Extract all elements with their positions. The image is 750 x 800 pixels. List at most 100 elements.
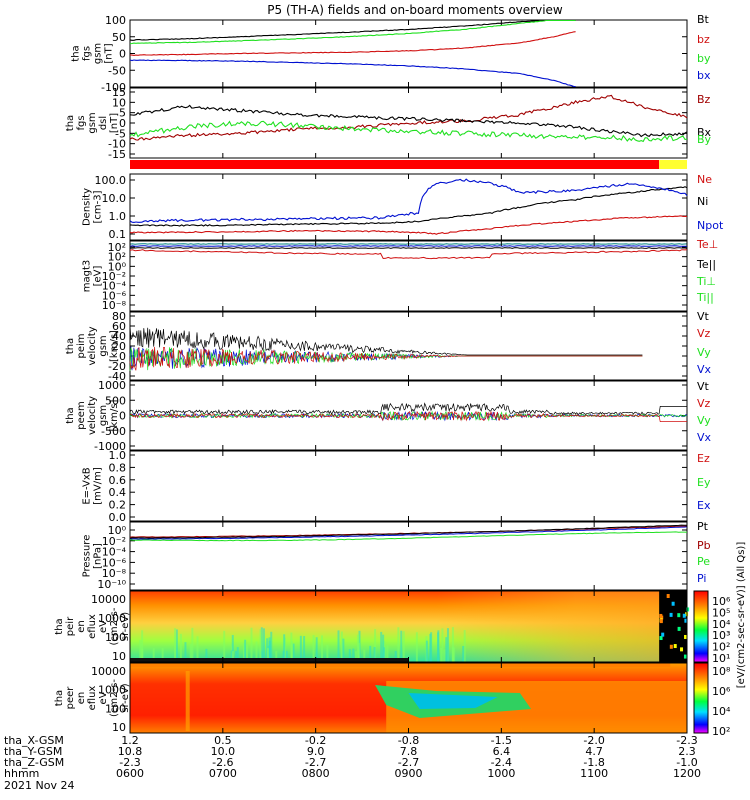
y-axis-label-line: fgs <box>76 115 87 130</box>
spectrogram-speckle <box>312 635 315 662</box>
y-axis-label-line: eV <box>98 620 109 633</box>
series-line-Bz <box>129 94 688 141</box>
y-axis-label-line: velocity <box>87 396 98 435</box>
spectrogram-speckle <box>290 632 293 662</box>
footer-value: 10.0 <box>211 745 236 758</box>
quality-bar <box>130 160 660 169</box>
y-axis-label-line: sr-eV) <box>120 683 131 712</box>
spectrogram-speckle <box>669 644 673 649</box>
spectrogram-speckle <box>175 629 178 662</box>
spectrogram-speckle <box>266 648 269 662</box>
spectrogram-speckle <box>440 647 443 662</box>
spectrogram-speckle <box>245 644 248 662</box>
spectrogram-speckle <box>441 628 444 662</box>
y-axis-label-line: eflux <box>87 614 98 639</box>
spectrogram-speckle <box>270 631 273 662</box>
footer-value: -0.8 <box>398 734 419 747</box>
y-tick-label: 1.0 <box>109 449 127 462</box>
y-tick-label: 10⁰ <box>108 524 127 537</box>
velocity-trace-3 <box>129 325 643 356</box>
legend-entry: Pe <box>697 555 710 568</box>
footer-value: 0600 <box>116 767 144 780</box>
colorbar-tick-label: 10³ <box>712 629 730 642</box>
spectrogram-speckle <box>174 628 177 662</box>
spectrogram-speckle <box>255 641 258 662</box>
spectrogram-speckle <box>196 636 199 662</box>
footer-value: 0900 <box>395 767 423 780</box>
y-tick-label: -15 <box>108 148 126 161</box>
footer-row-label: 2021 Nov 24 <box>4 779 74 792</box>
spectrogram-speckle <box>342 638 345 662</box>
y-tick-label: 1000 <box>98 612 126 625</box>
y-tick-label: 100.0 <box>95 174 127 187</box>
y-tick-label: 10000 <box>91 593 126 606</box>
y-tick-label: 10⁻⁶ <box>102 556 127 569</box>
spectrogram-speckle <box>244 639 247 662</box>
y-tick-label: -10 <box>108 138 126 151</box>
y-tick-label: 0.0 <box>109 511 127 524</box>
spectrogram-speckle <box>671 601 675 606</box>
y-tick-label: 10⁻² <box>102 535 126 548</box>
y-axis-label-line: [nT] <box>104 43 115 63</box>
spectrogram-band <box>130 658 409 662</box>
y-tick-label: -20 <box>108 360 126 373</box>
spectrogram-speckle <box>380 631 383 662</box>
spectrogram-speckle <box>659 619 663 624</box>
footer-value: 1100 <box>580 767 608 780</box>
panel-frame-2 <box>129 173 688 241</box>
spectrogram-speckle <box>369 645 372 662</box>
legend-entry: Vz <box>697 397 711 410</box>
legend-entry: Ti|| <box>696 291 714 304</box>
y-tick-label: 0.4 <box>109 486 127 499</box>
spectrogram-speckle <box>453 647 456 662</box>
legend-entry: Bt <box>697 13 710 26</box>
y-axis-label-line: tha <box>65 115 76 131</box>
temperature-line-2 <box>129 247 688 249</box>
legend-entry: Pi <box>697 572 706 585</box>
spectrogram-speckle <box>268 640 271 662</box>
series-line-bz <box>129 31 576 56</box>
y-axis-label-line: gsm <box>98 335 109 356</box>
spectrogram-speckle <box>680 647 684 652</box>
spectrogram-speckle <box>669 612 673 617</box>
spectrogram-speckle <box>152 648 155 662</box>
spectrogram-speckle <box>292 643 295 662</box>
y-axis-label-line: en <box>76 620 87 633</box>
legend-entry: bz <box>697 33 710 46</box>
y-axis-label-line: en <box>76 692 87 705</box>
footer-value: -2.3 <box>676 734 697 747</box>
legend-entry: Bz <box>697 93 711 106</box>
spectrogram-speckle <box>260 627 263 662</box>
footer-value: -1.5 <box>491 734 512 747</box>
spectrogram-speckle <box>231 651 234 662</box>
footer-value: 9.0 <box>307 745 325 758</box>
y-tick-label: 15 <box>112 86 126 99</box>
y-axis-label-line: [km/s] <box>109 399 120 431</box>
y-tick-label: -40 <box>108 370 126 383</box>
spectrogram-speckle <box>659 636 663 641</box>
velocity-trace-2 <box>129 410 687 422</box>
spectrogram-speckle <box>445 637 448 662</box>
panel-frame-6 <box>129 450 688 522</box>
y-tick-label: 10 <box>112 721 126 734</box>
y-axis-label-line: (cm2-s- <box>109 607 120 645</box>
y-tick-label: 50 <box>112 31 126 44</box>
y-tick-label: 80 <box>112 310 126 323</box>
spectrogram-speckle <box>425 640 428 662</box>
footer-value: 0800 <box>302 767 330 780</box>
colorbar-tick-label: 10⁴ <box>712 618 731 631</box>
y-tick-label: 10 <box>112 650 126 663</box>
y-axis-label-line: gsm <box>93 43 104 64</box>
spectrogram-speckle <box>661 632 665 637</box>
spectrogram-speckle <box>443 649 446 662</box>
series-line-By <box>129 120 688 143</box>
spectrogram-speckle <box>191 627 194 662</box>
pressure-line-3 <box>129 531 688 542</box>
footer-row-label: hhmm <box>4 767 39 780</box>
footer-value: 1000 <box>487 767 515 780</box>
spectrogram-speckle <box>231 635 234 662</box>
spectrogram-speckle <box>673 644 677 649</box>
colorbar-tick-label: 10² <box>712 641 730 654</box>
